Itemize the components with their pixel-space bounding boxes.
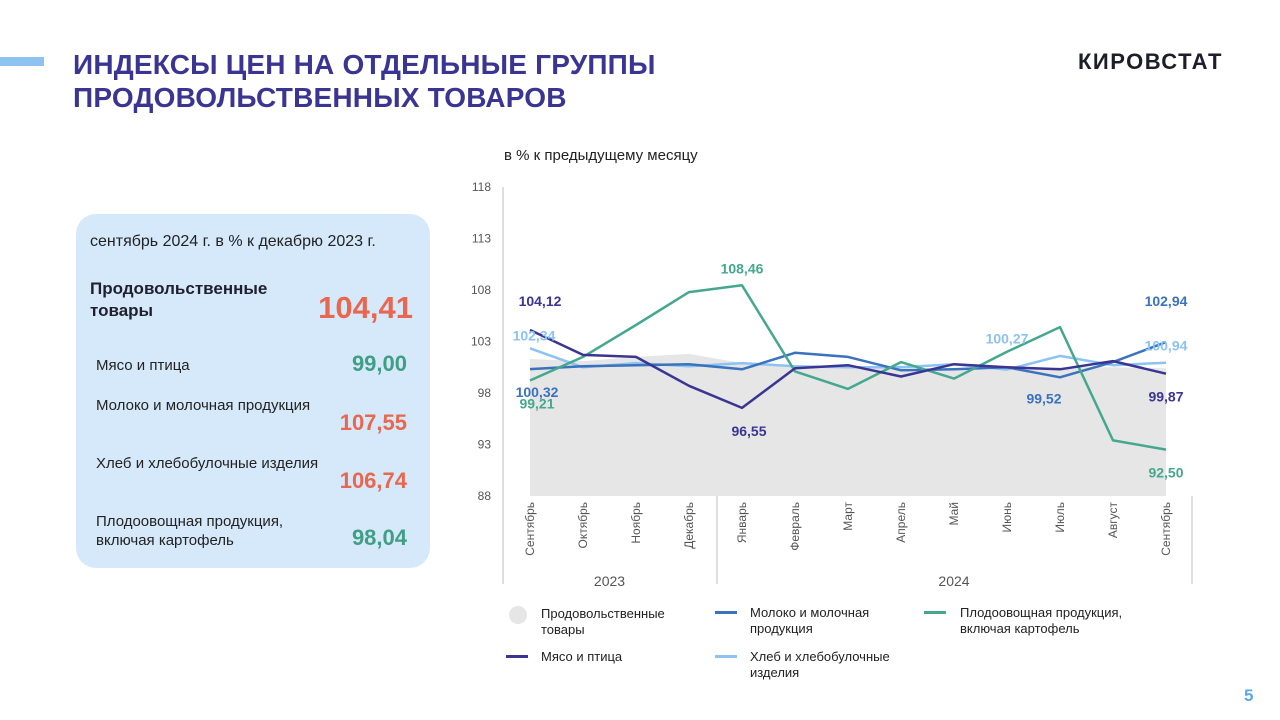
x-tick-label: Август: [1106, 502, 1120, 539]
legend-label-milk: Молоко и молочная продукция: [750, 605, 870, 636]
data-label: 100,32: [516, 384, 559, 400]
summary-row-value-meat: 99,00: [351, 351, 407, 376]
x-tick-label: Июль: [1053, 502, 1067, 533]
data-label: 92,50: [1148, 465, 1183, 481]
series-line-meat: [529, 328, 1167, 410]
x-tick-label: Март: [841, 502, 855, 531]
summary-panel-header: сентябрь 2024 г. в % к декабрю 2023 г.: [90, 233, 376, 250]
legend-swatch-milk: [715, 611, 737, 614]
legend-label-meat: Мясо и птица: [541, 649, 623, 664]
y-tick-label: 108: [471, 283, 491, 297]
x-tick-label: Январь: [735, 502, 749, 543]
x-tick-label: Апрель: [894, 502, 908, 543]
page-number: 5: [1244, 686, 1254, 705]
series-line-bread: [529, 347, 1167, 371]
legend-label-vegetables: Плодоовощная продукция, включая картофел…: [960, 605, 1123, 636]
data-label: 100,94: [1145, 338, 1188, 354]
summary-row-value-bread: 106,74: [339, 468, 407, 493]
series-line-vegetables: [529, 284, 1167, 451]
legend-label-bread: Хлеб и хлебобулочные изделия: [750, 649, 890, 680]
y-tick-label: 93: [478, 438, 492, 452]
brand-logo: КИРОВСТАТ: [1078, 49, 1223, 74]
summary-panel: сентябрь 2024 г. в % к декабрю 2023 г. П…: [76, 214, 430, 568]
x-tick-label: Сентябрь: [523, 502, 537, 556]
page-title-line-1: ИНДЕКСЫ ЦЕН НА ОТДЕЛЬНЫЕ ГРУППЫ: [73, 49, 656, 80]
data-label: 104,12: [519, 293, 562, 309]
data-label: 102,34: [513, 327, 556, 343]
summary-row-label-meat: Мясо и птица: [96, 357, 190, 374]
y-tick-label: 88: [478, 489, 492, 503]
chart-subtitle: в % к предыдущему месяцу: [504, 147, 698, 164]
y-tick-label: 113: [472, 232, 491, 246]
data-label: 99,52: [1026, 390, 1061, 406]
series-area-food: [530, 353, 1166, 496]
summary-row-label-bread: Хлеб и хлебобулочные изделия: [96, 455, 319, 472]
legend-label-food: Продовольственные товары: [541, 606, 665, 637]
data-label: 102,94: [1145, 293, 1188, 309]
year-group-label: 2023: [594, 573, 625, 589]
summary-row-value-milk: 107,55: [339, 410, 407, 435]
x-tick-label: Ноябрь: [629, 502, 643, 544]
legend-swatch-vegetables: [924, 611, 946, 614]
accent-bar: [0, 57, 44, 66]
summary-row-label-vegetables: Плодоовощная продукция, включая картофел…: [96, 513, 284, 549]
x-tick-label: Сентябрь: [1159, 502, 1173, 556]
summary-row-label-milk: Молоко и молочная продукция: [96, 397, 311, 414]
x-tick-label: Октябрь: [576, 502, 590, 549]
legend-swatch-bread: [715, 655, 737, 658]
x-tick-label: Июнь: [1000, 502, 1014, 533]
y-tick-label: 118: [472, 180, 491, 194]
data-label: 96,55: [731, 423, 766, 439]
data-label: 99,87: [1148, 389, 1183, 405]
data-label: 100,27: [986, 331, 1029, 347]
y-tick-label: 98: [478, 386, 492, 400]
legend-swatch-meat: [506, 655, 528, 658]
year-group-label: 2024: [938, 573, 969, 589]
x-tick-label: Февраль: [788, 502, 802, 551]
summary-total-label: Продовольственные товары: [90, 279, 268, 320]
data-label: 99,21: [519, 396, 554, 412]
page-title-line-2: ПРОДОВОЛЬСТВЕННЫХ ТОВАРОВ: [73, 82, 567, 113]
summary-total-value: 104,41: [318, 290, 413, 325]
y-tick-label: 103: [471, 335, 491, 349]
series-line-milk: [529, 340, 1167, 379]
legend-swatch-food: [509, 606, 527, 624]
data-label: 108,46: [721, 260, 764, 276]
x-tick-label: Май: [947, 502, 961, 526]
x-tick-label: Декабрь: [682, 502, 696, 549]
summary-row-value-vegetables: 98,04: [351, 525, 407, 550]
page-title: ИНДЕКСЫ ЦЕН НА ОТДЕЛЬНЫЕ ГРУППЫ ПРОДОВОЛ…: [73, 48, 773, 114]
